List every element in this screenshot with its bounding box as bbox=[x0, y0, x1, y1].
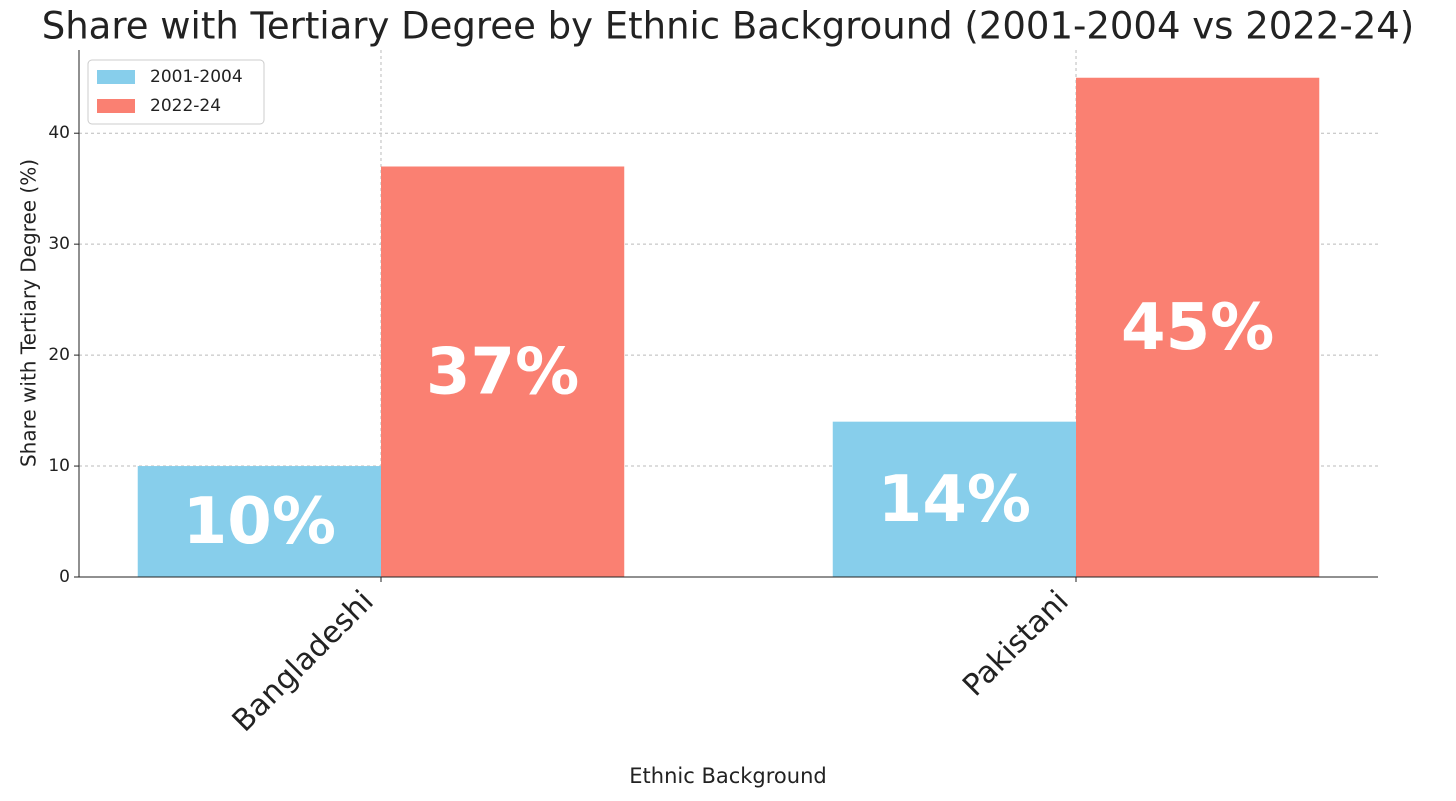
value-label: 37% bbox=[426, 335, 579, 409]
value-label: 45% bbox=[1121, 291, 1274, 365]
chart-title: Share with Tertiary Degree by Ethnic Bac… bbox=[42, 5, 1415, 48]
legend-swatch bbox=[97, 99, 135, 113]
legend-label: 2001-2004 bbox=[150, 67, 243, 87]
value-label: 10% bbox=[183, 485, 336, 559]
bar bbox=[1076, 77, 1320, 577]
bar bbox=[380, 166, 625, 577]
y-tick-label: 40 bbox=[48, 123, 70, 143]
x-axis-label: Ethnic Background bbox=[629, 764, 826, 788]
y-tick-label: 30 bbox=[48, 234, 70, 254]
y-tick-label: 0 bbox=[59, 567, 70, 587]
y-axis-label: Share with Tertiary Degree (%) bbox=[17, 159, 41, 467]
x-tick-label: Bangladeshi bbox=[226, 584, 381, 739]
bar bbox=[832, 421, 1077, 577]
x-tick-label: Pakistani bbox=[956, 584, 1075, 703]
legend-swatch bbox=[97, 70, 135, 84]
legend-label: 2022-24 bbox=[150, 96, 221, 116]
y-tick-label: 10 bbox=[48, 456, 70, 476]
value-label: 14% bbox=[878, 463, 1031, 537]
bar bbox=[137, 466, 381, 577]
y-tick-label: 20 bbox=[48, 345, 70, 365]
legend: 2001-2004 2022-24 bbox=[87, 59, 265, 125]
